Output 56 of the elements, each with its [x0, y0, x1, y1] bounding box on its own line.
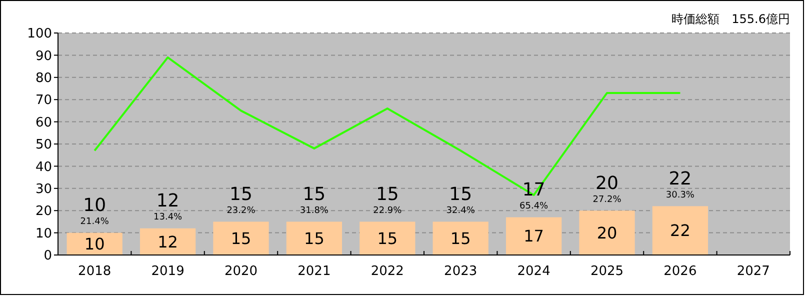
- annotation: 23.2%: [226, 206, 256, 216]
- bar: [286, 222, 342, 255]
- y-tick-label: 70: [35, 93, 52, 108]
- y-tick-label: 80: [35, 70, 52, 86]
- y-tick-label: 40: [35, 160, 52, 175]
- y-tick-label: 20: [35, 204, 52, 220]
- x-tick-label: 2018: [78, 264, 112, 279]
- annotation: 31.8%: [300, 206, 329, 216]
- data-label: 15: [450, 228, 471, 248]
- data-label: 10: [84, 234, 105, 254]
- data-label: 12: [158, 232, 178, 252]
- bar: [213, 222, 269, 255]
- annotation: 13.4%: [154, 212, 183, 223]
- x-tick-label: 2027: [736, 264, 770, 279]
- data-label: 20: [596, 223, 618, 242]
- y-tick-label: 30: [35, 182, 52, 197]
- annotation: 15: [376, 184, 399, 205]
- x-tick-label: 2020: [224, 264, 258, 279]
- annotation: 12: [156, 190, 180, 212]
- chart-title: 時価総額 155.6億円: [672, 12, 790, 26]
- annotation: 15: [302, 184, 326, 205]
- annotation: 15: [230, 184, 252, 205]
- annotation: 10: [83, 195, 106, 216]
- x-tick-label: 2024: [517, 264, 550, 279]
- annotation: 22.9%: [373, 206, 402, 216]
- y-tick-label: 50: [35, 138, 52, 153]
- y-tick-label: 60: [35, 115, 52, 130]
- y-tick-label: 0: [44, 248, 52, 264]
- annotation: 30.3%: [666, 190, 695, 200]
- x-tick-label: 2021: [298, 264, 331, 279]
- y-tick-label: 10: [35, 226, 52, 242]
- bar: [140, 228, 196, 255]
- bar: [432, 222, 488, 255]
- bar: [360, 222, 416, 255]
- x-tick-label: 2026: [664, 264, 697, 279]
- annotation: 20: [596, 172, 618, 194]
- annotation: 32.4%: [446, 206, 476, 216]
- data-label: 22: [670, 221, 690, 240]
- x-tick-label: 2023: [444, 264, 478, 279]
- bar: [506, 217, 562, 255]
- x-tick-label: 2019: [151, 264, 184, 279]
- data-label: 17: [524, 226, 544, 246]
- annotation: 65.4%: [520, 201, 549, 212]
- data-label: 15: [377, 228, 398, 248]
- bar: [579, 210, 635, 255]
- bar: [652, 206, 708, 255]
- data-label: 15: [304, 228, 324, 248]
- annotation: 21.4%: [80, 216, 110, 227]
- annotation: 27.2%: [592, 194, 622, 205]
- y-tick-label: 90: [35, 48, 52, 64]
- data-label: 15: [230, 228, 252, 248]
- y-tick-label: 100: [27, 26, 52, 42]
- x-tick-label: 2025: [590, 264, 624, 279]
- annotation: 22: [668, 168, 692, 190]
- annotation: 15: [449, 184, 472, 205]
- x-tick-label: 2022: [370, 264, 404, 279]
